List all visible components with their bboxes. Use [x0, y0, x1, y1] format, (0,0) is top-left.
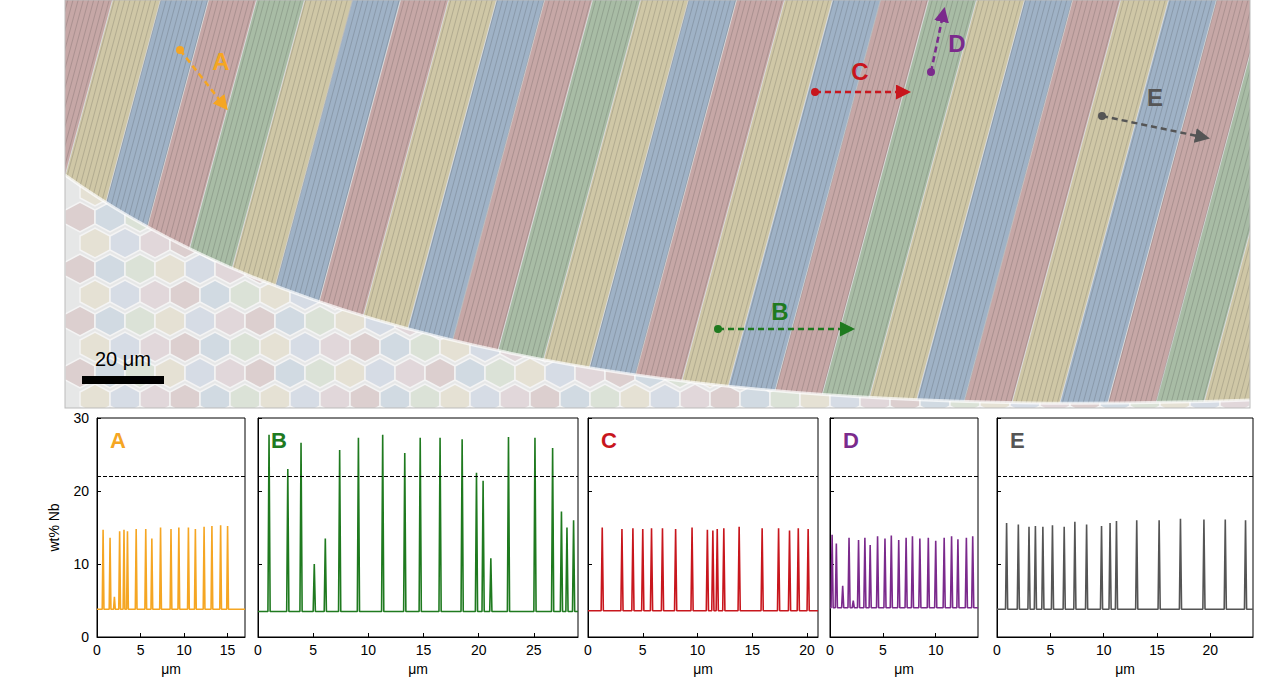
svg-text:5: 5 [1046, 642, 1054, 658]
svg-text:10: 10 [1096, 642, 1112, 658]
svg-text:A: A [110, 428, 126, 453]
svg-text:E: E [1010, 428, 1025, 453]
svg-text:wt% Nb: wt% Nb [46, 503, 62, 552]
svg-text:10: 10 [361, 642, 377, 658]
svg-text:30: 30 [73, 410, 89, 426]
svg-text:μm: μm [408, 661, 428, 677]
svg-text:0: 0 [826, 642, 834, 658]
svg-text:D: D [948, 30, 965, 57]
svg-text:15: 15 [416, 642, 432, 658]
svg-text:15: 15 [1149, 642, 1165, 658]
svg-text:10: 10 [73, 556, 89, 572]
svg-text:0: 0 [81, 629, 89, 645]
svg-text:20: 20 [471, 642, 487, 658]
svg-text:C: C [601, 428, 617, 453]
svg-text:20: 20 [73, 483, 89, 499]
svg-text:μm: μm [1115, 661, 1135, 677]
svg-text:0: 0 [993, 642, 1001, 658]
svg-text:20: 20 [1203, 642, 1219, 658]
svg-text:A: A [212, 48, 229, 75]
svg-text:25: 25 [526, 642, 542, 658]
svg-text:D: D [843, 428, 859, 453]
svg-text:μm: μm [161, 661, 181, 677]
svg-text:C: C [851, 58, 868, 85]
svg-text:10: 10 [176, 642, 192, 658]
svg-text:0: 0 [93, 642, 101, 658]
svg-text:5: 5 [137, 642, 145, 658]
svg-text:5: 5 [309, 642, 317, 658]
svg-text:B: B [771, 298, 788, 325]
svg-text:μm: μm [894, 661, 914, 677]
svg-text:10: 10 [928, 642, 944, 658]
svg-text:μm: μm [693, 661, 713, 677]
svg-text:E: E [1147, 84, 1163, 111]
svg-text:0: 0 [254, 642, 262, 658]
svg-text:0: 0 [584, 642, 592, 658]
svg-text:20: 20 [799, 642, 815, 658]
svg-text:5: 5 [639, 642, 647, 658]
svg-text:10: 10 [690, 642, 706, 658]
svg-text:B: B [271, 428, 287, 453]
svg-text:20 μm: 20 μm [95, 348, 151, 370]
svg-text:15: 15 [744, 642, 760, 658]
svg-text:15: 15 [220, 642, 236, 658]
svg-text:5: 5 [879, 642, 887, 658]
